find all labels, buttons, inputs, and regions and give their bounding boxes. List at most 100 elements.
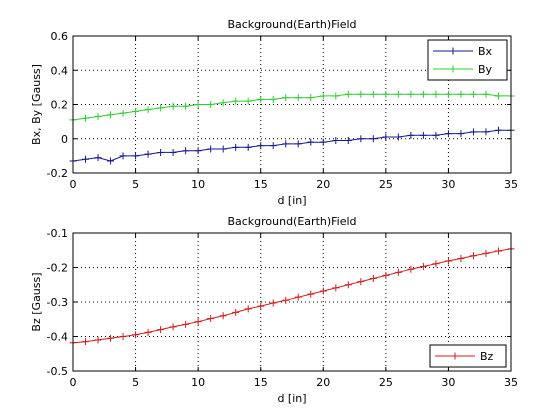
data-point: [344, 281, 352, 289]
data-point: [119, 109, 127, 117]
data-point: [482, 128, 490, 136]
y-tick-label: -0.2: [47, 167, 68, 180]
series-Bz: [69, 245, 515, 347]
data-point: [407, 265, 415, 273]
y-tick-label: -0.1: [47, 227, 68, 240]
data-point: [82, 338, 90, 346]
data-point: [269, 299, 277, 307]
data-point: [319, 138, 327, 146]
x-tick-label: 5: [132, 178, 139, 191]
data-point: [257, 302, 265, 310]
data-point: [419, 262, 427, 270]
data-point: [294, 293, 302, 301]
data-point: [94, 336, 102, 344]
data-point: [457, 130, 465, 138]
data-point: [232, 97, 240, 105]
data-point: [444, 257, 452, 265]
data-point: [107, 334, 115, 342]
y-axis-label: Bx, By [Gauss]: [30, 64, 43, 145]
data-point: [144, 328, 152, 336]
y-tick-label: 0.2: [51, 99, 69, 112]
data-point: [132, 331, 140, 339]
data-point: [107, 111, 115, 119]
x-axis-label: d [in]: [277, 194, 306, 207]
legend-label: By: [478, 63, 493, 76]
data-point: [382, 90, 390, 98]
y-tick-label: -0.2: [47, 262, 68, 275]
data-point: [282, 94, 290, 102]
data-point: [219, 99, 227, 107]
data-point: [94, 154, 102, 162]
data-point: [244, 143, 252, 151]
data-point: [194, 318, 202, 326]
data-point: [232, 143, 240, 151]
data-point: [182, 102, 190, 110]
legend-marker: [451, 352, 459, 360]
x-tick-label: 20: [316, 178, 330, 191]
chart-panel-1: 0 5 10 15 20 25 30 35-0.200.20.40.6Background(E…: [30, 18, 518, 207]
data-point: [82, 114, 90, 122]
data-point: [257, 142, 265, 150]
legend-label: Bx: [478, 45, 493, 58]
data-point: [469, 90, 477, 98]
y-tick-label: 0.6: [51, 30, 69, 43]
data-point: [469, 128, 477, 136]
data-point: [119, 152, 127, 160]
data-point: [357, 135, 365, 143]
axes-box: [72, 35, 512, 174]
data-point: [419, 131, 427, 139]
x-tick-label: 5: [132, 376, 139, 389]
data-point: [332, 284, 340, 292]
x-tick-label: 10: [191, 376, 205, 389]
data-point: [469, 252, 477, 260]
data-point: [169, 323, 177, 331]
data-point: [182, 320, 190, 328]
data-point: [319, 287, 327, 295]
data-point: [294, 140, 302, 148]
data-point: [494, 92, 502, 100]
data-point: [407, 131, 415, 139]
data-point: [269, 95, 277, 103]
data-point: [382, 271, 390, 279]
y-tick-label: 0: [61, 133, 68, 146]
data-point: [219, 312, 227, 320]
y-axis-label: Bz [Gauss]: [30, 272, 43, 331]
data-point: [244, 97, 252, 105]
data-point: [319, 92, 327, 100]
data-point: [207, 145, 215, 153]
data-point: [357, 278, 365, 286]
data-point: [369, 135, 377, 143]
data-point: [419, 90, 427, 98]
chart-title: Background(Earth)Field: [227, 18, 356, 31]
data-point: [207, 315, 215, 323]
data-point: [382, 133, 390, 141]
data-point: [457, 255, 465, 263]
data-point: [407, 90, 415, 98]
data-point: [357, 90, 365, 98]
data-point: [194, 147, 202, 155]
data-point: [182, 147, 190, 155]
data-point: [369, 90, 377, 98]
data-point: [207, 101, 215, 108]
data-point: [482, 90, 490, 98]
legend-label: Bz: [480, 350, 494, 363]
data-point: [394, 90, 402, 98]
data-point: [494, 126, 502, 134]
y-tick-label: -0.3: [47, 296, 68, 309]
data-point: [432, 260, 440, 268]
x-tick-label: 30: [441, 178, 455, 191]
x-tick-label: 30: [441, 376, 455, 389]
data-point: [307, 290, 315, 298]
x-axis-label: d [in]: [277, 392, 306, 405]
data-point: [157, 148, 165, 156]
legend-marker: [449, 47, 457, 55]
x-tick-label: 25: [379, 178, 393, 191]
data-point: [232, 308, 240, 316]
series-Bx: [69, 126, 515, 165]
data-point: [307, 138, 315, 146]
x-tick-label: 25: [379, 376, 393, 389]
data-point: [482, 249, 490, 257]
data-point: [457, 90, 465, 98]
data-point: [194, 101, 202, 108]
